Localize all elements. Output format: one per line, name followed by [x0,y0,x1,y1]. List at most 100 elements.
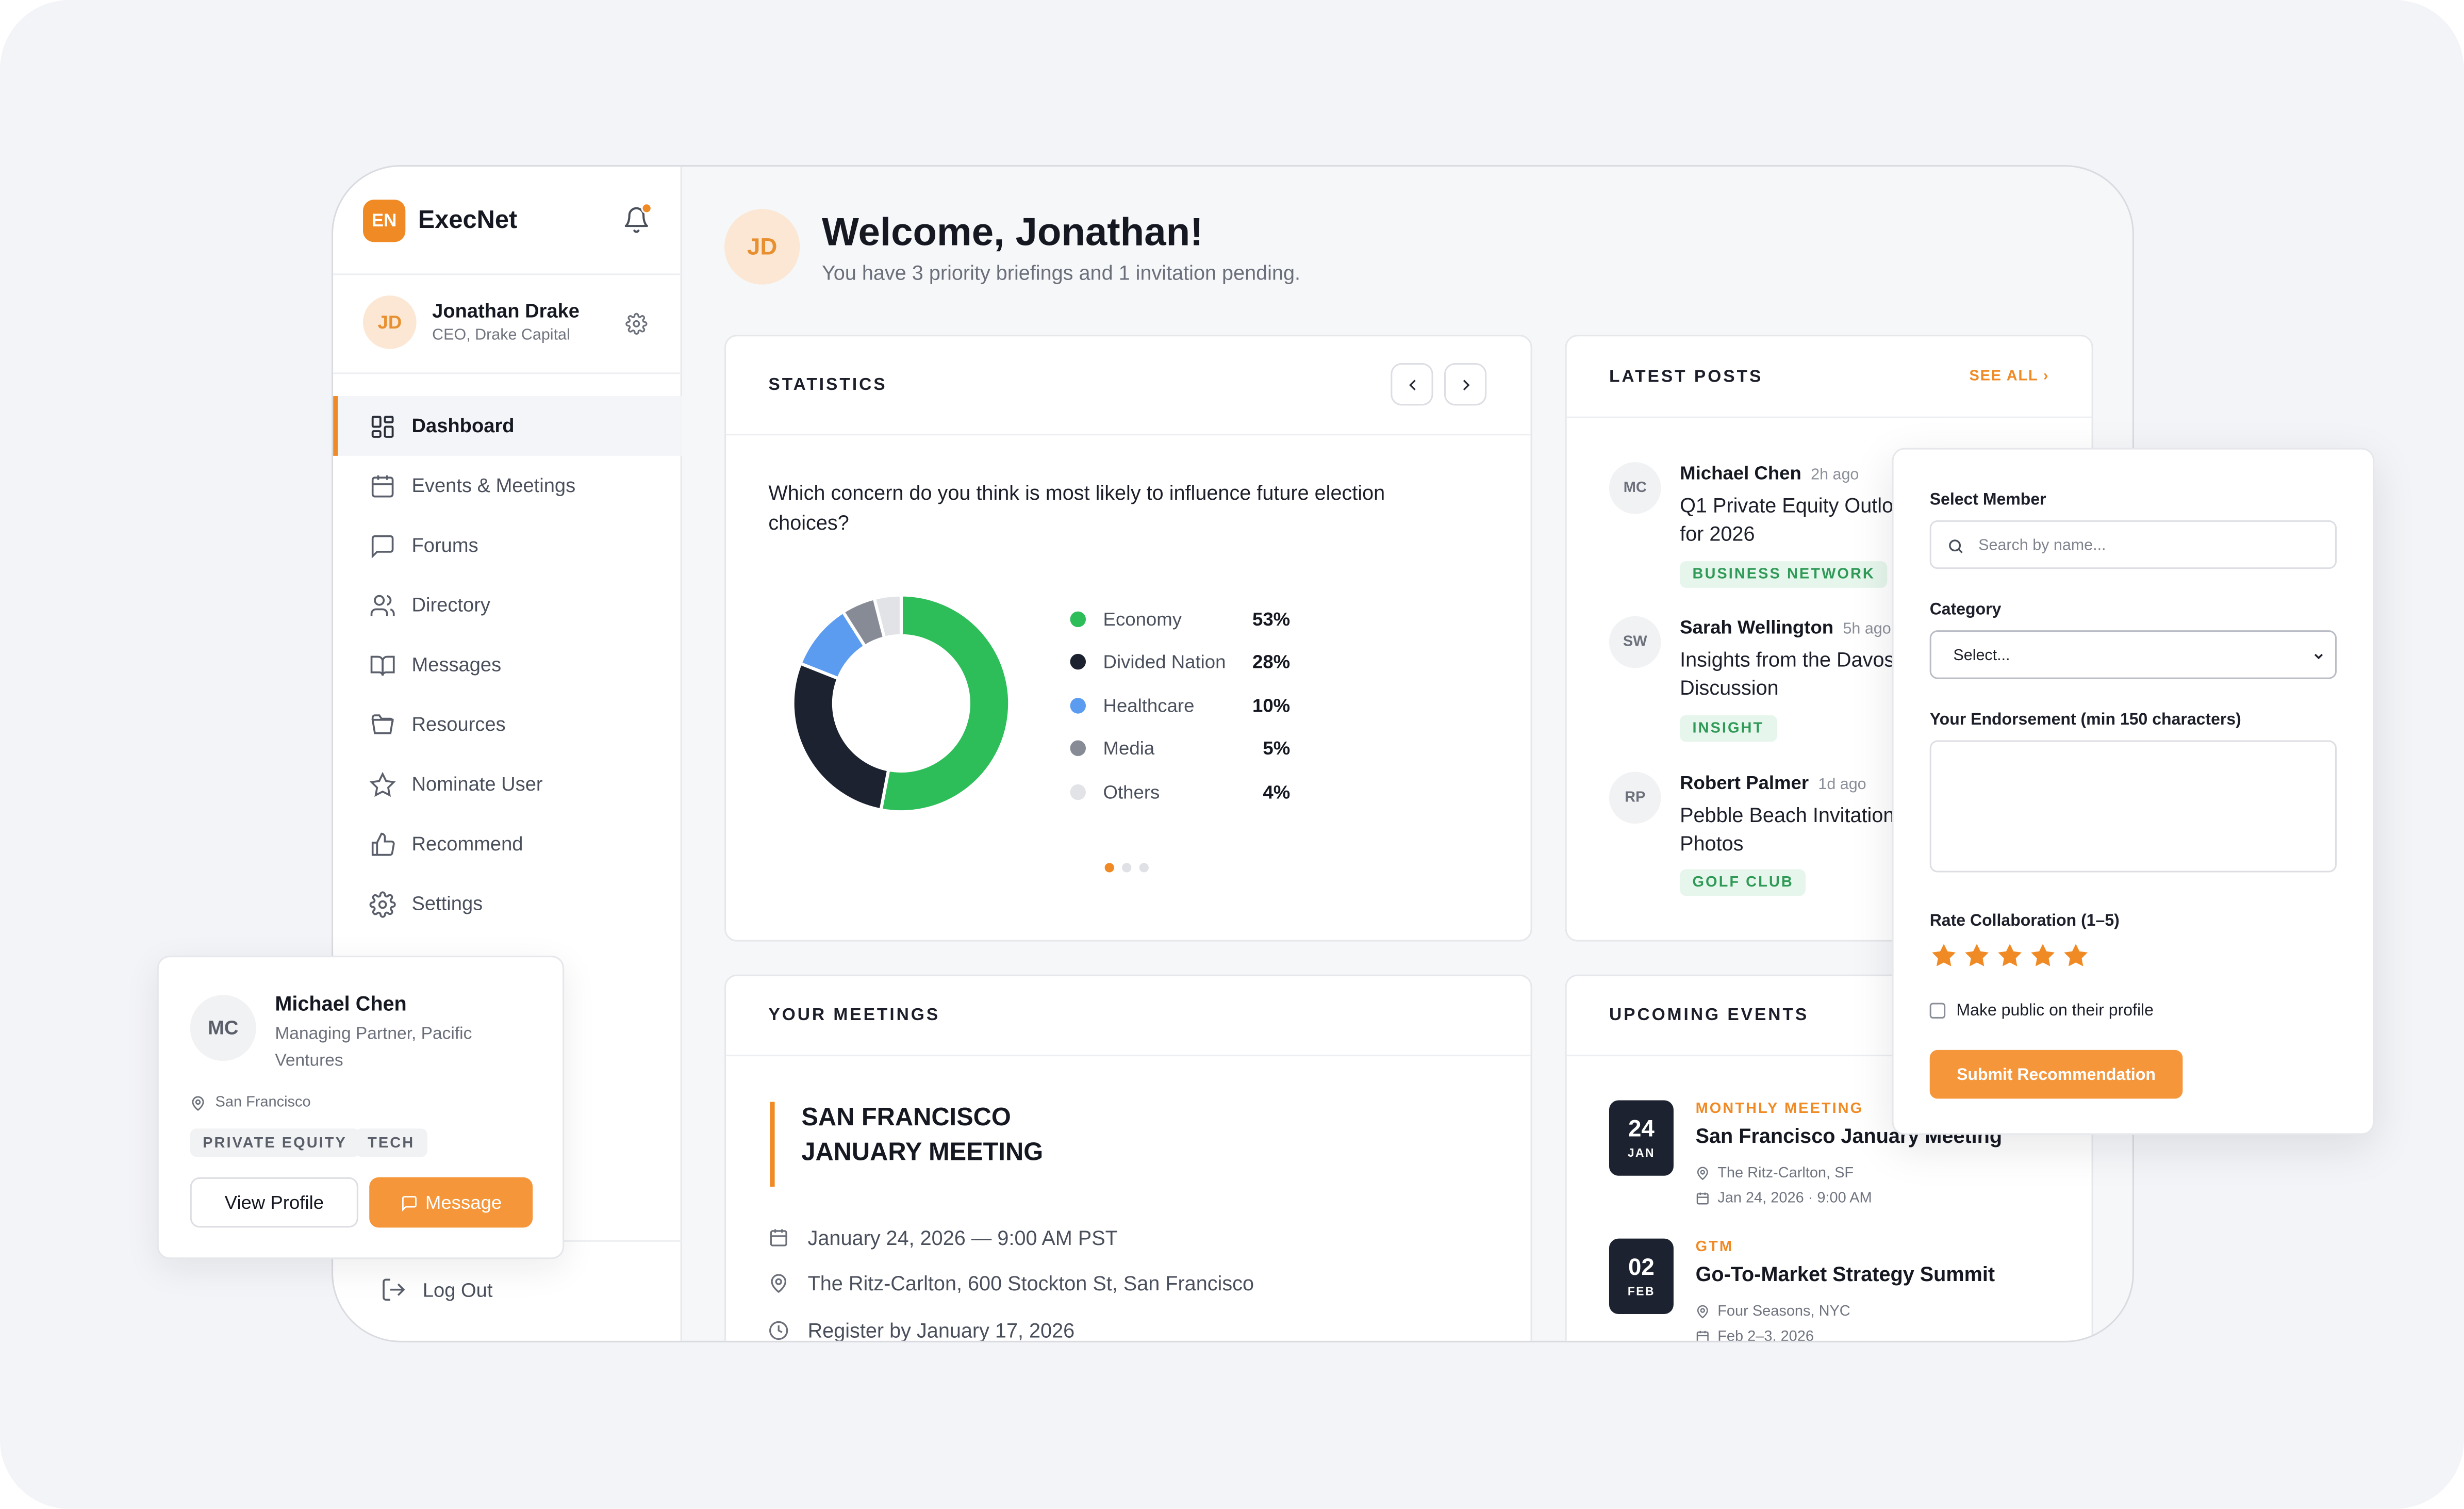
prev-button[interactable] [1391,363,1433,406]
star-rating-icon[interactable] [2062,942,2090,970]
endorsement-field-label: Your Endorsement (min 150 characters) [1929,710,2241,730]
member-name: Michael Chen [275,992,407,1015]
view-profile-button[interactable]: View Profile [190,1177,358,1228]
post-author: Sarah Wellington [1680,616,1834,638]
meeting-location-row: The Ritz-Carlton, 600 Stockton St, San F… [768,1272,1254,1295]
event-date-badge: 02 FEB [1609,1238,1674,1314]
meeting-title-line: SAN FRANCISCO [801,1105,1011,1132]
event-venue-row: The Ritz-Carlton, SF [1696,1164,1854,1182]
make-public-checkbox[interactable]: Make public on their profile [1929,1001,2154,1021]
location-pin-icon [1697,1305,1708,1319]
sidebar-item-nominate[interactable]: Nominate User [333,754,682,814]
donut-slice-economy [879,593,1012,814]
location-pin-icon [192,1095,204,1110]
carousel-dot[interactable] [1104,863,1114,873]
user-role: CEO, Drake Capital [432,326,570,345]
avatar[interactable]: JD [724,209,800,285]
legend-item: Healthcare 10% [1070,684,1290,727]
carousel-dot[interactable] [1122,863,1132,873]
event-type: GTM [1695,1238,1734,1256]
post-author: Michael Chen [1680,462,1801,484]
logout-button[interactable]: Log Out [381,1276,492,1303]
meeting-title[interactable]: SAN FRANCISCO JANUARY MEETING [770,1102,1043,1187]
carousel-dot[interactable] [1139,863,1149,873]
star-rating-icon[interactable] [2029,942,2057,970]
meeting-register: Register by January 17, 2026 [807,1319,1075,1342]
category-select[interactable]: Select... [1929,630,2337,679]
legend-swatch [1070,697,1086,713]
sidebar-item-dashboard[interactable]: Dashboard [333,396,682,456]
user-profile[interactable]: JD Jonathan Drake CEO, Drake Capital [363,295,580,349]
member-field-label: Select Member [1929,490,2046,510]
page-subtitle: You have 3 priority briefings and 1 invi… [821,260,1301,284]
star-rating-icon[interactable] [1963,942,1991,970]
member-role: Managing Partner, Pacific Ventures [275,1025,472,1070]
sidebar-item-events[interactable]: Events & Meetings [333,456,682,516]
submit-recommendation-button[interactable]: Submit Recommendation [1929,1049,2183,1099]
sidebar-item-directory[interactable]: Directory [333,575,682,635]
divider [726,434,1531,436]
brand-logo: EN [363,200,406,242]
divider [1566,416,2092,418]
member-location-row: San Francisco [190,1094,311,1111]
app-window: EN ExecNet JD Jonathan Drake CEO, Drake … [332,165,2134,1342]
legend-value: 53% [1252,608,1291,630]
event-date-badge: 24 JAN [1609,1100,1674,1176]
rating-field-label: Rate Collaboration (1–5) [1929,911,2120,931]
page-header: JD Welcome, Jonathan! You have 3 priorit… [724,209,1301,285]
legend-item: Economy 53% [1070,597,1291,641]
calendar-icon [1696,1192,1709,1205]
sidebar-item-label: Settings [411,893,483,915]
brand[interactable]: EN ExecNet [363,200,517,242]
star-rating-icon[interactable] [1930,942,1958,970]
sidebar-item-forums[interactable]: Forums [333,516,682,576]
profile-settings-icon[interactable] [625,313,648,335]
location-pin-icon [1697,1167,1708,1180]
event-item[interactable]: 02 FEB GTM Go-To-Market Strategy Summit … [1609,1238,2080,1342]
post-title: Q1 Private Equity Outlook for 2026 [1680,494,1915,545]
post-title: Pebble Beach Invitational Photos [1680,803,1911,855]
divider [1566,1055,2092,1057]
notification-dot [641,203,652,214]
member-search-input[interactable]: Search by name... [1929,520,2337,569]
next-button[interactable] [1444,363,1487,406]
make-public-label: Make public on their profile [1956,1001,2154,1021]
checkbox-box[interactable] [1929,1003,1946,1019]
star-icon [369,771,396,796]
post-time: 5h ago [1843,620,1891,638]
event-day: 24 [1628,1115,1655,1142]
meeting-location: The Ritz-Carlton, 600 Stockton St, San F… [807,1271,1254,1295]
poll-question: Which concern do you think is most likel… [768,481,1385,535]
legend-swatch [1070,611,1086,627]
donut-chart [791,593,1012,814]
event-item[interactable]: 24 JAN MONTHLY MEETING San Francisco Jan… [1609,1100,2080,1226]
avatar: JD [363,295,417,349]
sidebar-item-messages[interactable]: Messages [333,635,682,695]
event-when: Feb 2–3, 2026 [1717,1328,1814,1342]
meeting-date: January 24, 2026 — 9:00 AM PST [807,1226,1118,1250]
legend-item: Media 5% [1070,727,1290,770]
avatar: SW [1609,616,1661,668]
sidebar-item-recommend[interactable]: Recommend [333,814,682,874]
bell-icon[interactable] [622,203,652,234]
star-rating-icon[interactable] [1996,942,2024,970]
chevron-right-icon [1462,379,1469,390]
endorsement-textarea[interactable] [1929,740,2337,873]
dashboard-icon [371,415,394,437]
sidebar-item-label: Events & Meetings [411,474,576,497]
legend-item: Divided Nation 28% [1070,641,1290,684]
sidebar-item-label: Nominate User [411,773,543,796]
event-type: MONTHLY MEETING [1695,1100,1864,1118]
message-button[interactable]: Message [369,1177,533,1228]
event-venue: Four Seasons, NYC [1717,1303,1850,1321]
avatar: MC [1609,462,1661,514]
legend-swatch [1070,654,1086,670]
view-profile-label: View Profile [224,1191,324,1213]
card-heading: LATEST POSTS [1609,368,1763,387]
see-all-link[interactable]: SEE ALL › [1969,368,2049,385]
divider [333,372,682,374]
sidebar-item-settings[interactable]: Settings [333,874,682,934]
logout-icon [383,1278,405,1301]
event-month: FEB [1627,1283,1655,1298]
sidebar-item-resources[interactable]: Resources [333,695,682,754]
